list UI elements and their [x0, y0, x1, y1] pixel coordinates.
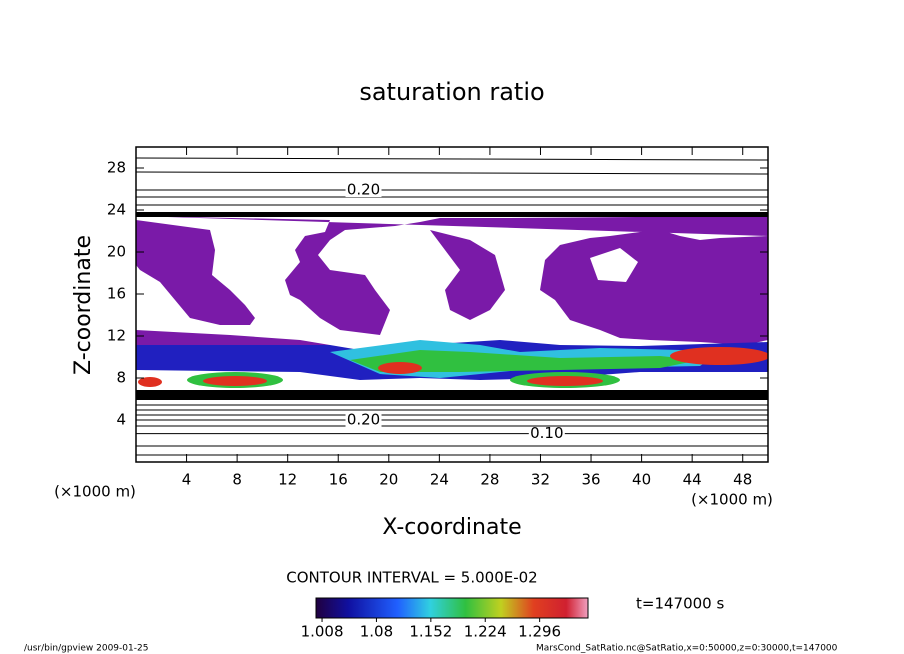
- moist-core: [670, 347, 768, 365]
- contour-label-bg: [345, 413, 382, 427]
- x-unit: (×1000 m): [691, 491, 773, 509]
- x-tick-label: 24: [430, 471, 449, 489]
- x-tick-label: 16: [329, 471, 348, 489]
- unsaturated-region: [590, 248, 638, 282]
- y-tick-label: 16: [107, 285, 126, 303]
- y-tick-label: 24: [107, 201, 126, 219]
- plot-frame: [135, 146, 769, 463]
- x-axis-title: X-coordinate: [382, 515, 521, 540]
- contour-lines: [136, 157, 768, 456]
- contour-interval: CONTOUR INTERVAL = 5.000E-02: [286, 569, 537, 587]
- x-tick-label: 8: [232, 471, 242, 489]
- colorbar-tick-label: 1.224: [464, 623, 507, 641]
- colorbar-tick-label: 1.08: [360, 623, 393, 641]
- x-tick-label: 4: [182, 471, 192, 489]
- x-tick-label: 32: [531, 471, 550, 489]
- y-tick-label: 4: [116, 411, 126, 429]
- x-tick-label: 48: [733, 471, 752, 489]
- y-unit: (×1000 m): [54, 483, 136, 501]
- contour-label-bg: [528, 426, 565, 441]
- moist-core: [378, 362, 422, 374]
- x-tick-label: 40: [632, 471, 651, 489]
- supersaturated-region: [430, 230, 505, 320]
- moist-core: [203, 376, 267, 386]
- supersaturated-region: [136, 220, 255, 325]
- dense-contours: [136, 390, 768, 400]
- x-tick-label: 12: [278, 471, 297, 489]
- plot-shading: [136, 157, 768, 456]
- colorbar-tick-label: 1.152: [409, 623, 452, 641]
- contour-label: 0.20: [347, 411, 380, 429]
- x-tick-label: 36: [581, 471, 600, 489]
- moist-core: [138, 377, 162, 387]
- y-axis-title: Z-coordinate: [71, 235, 96, 375]
- y-tick-label: 28: [107, 159, 126, 177]
- y-tick-label: 12: [107, 327, 126, 345]
- colorbar-tick-label: 1.296: [518, 623, 561, 641]
- time-label: t=147000 s: [636, 595, 724, 613]
- moist-band: [350, 350, 700, 372]
- dense-contours: [136, 212, 768, 217]
- footer-right: MarsCond_SatRatio.nc@SatRatio,x=0:50000,…: [536, 644, 838, 654]
- moist-core: [527, 376, 603, 386]
- contour-label-bg: [345, 183, 382, 198]
- colorbar: [315, 597, 589, 619]
- contour-label: 0.20: [347, 181, 380, 199]
- chart-title: saturation ratio: [359, 78, 544, 106]
- x-tick-label: 20: [379, 471, 398, 489]
- contour-label: 0.10: [530, 424, 563, 442]
- supersaturated-region: [136, 216, 768, 345]
- colorbar-tick-label: 1.008: [301, 623, 344, 641]
- y-tick-label: 20: [107, 243, 126, 261]
- footer-left: /usr/bin/gpview 2009-01-25: [24, 644, 148, 654]
- x-tick-label: 28: [480, 471, 499, 489]
- x-tick-label: 44: [683, 471, 702, 489]
- y-tick-label: 8: [116, 369, 126, 387]
